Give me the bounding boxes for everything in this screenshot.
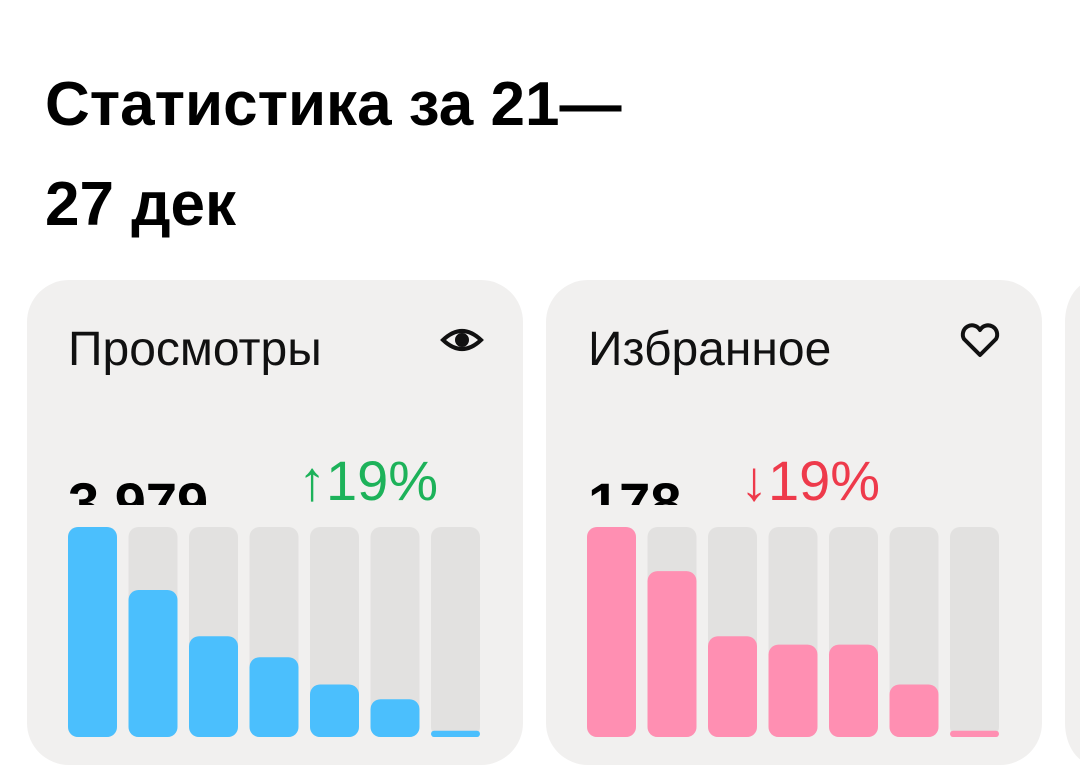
bar	[889, 684, 939, 737]
bar	[768, 644, 818, 737]
card-value: 178	[588, 471, 681, 534]
bar	[950, 730, 999, 737]
card[interactable]	[1065, 280, 1080, 765]
card-value: 3 979	[68, 471, 208, 534]
bar	[587, 527, 636, 737]
title: Статистика за 21—	[45, 70, 621, 139]
card-change: ↓19%	[740, 449, 880, 512]
card-change: ↑19%	[298, 449, 438, 512]
heart-icon	[960, 323, 1000, 357]
eye-icon	[440, 329, 484, 351]
bar-track	[370, 527, 420, 737]
bar-track	[950, 527, 999, 737]
card-title: Просмотры	[68, 323, 322, 376]
bar	[647, 571, 697, 737]
bar	[189, 636, 238, 737]
bar	[68, 527, 117, 737]
bar	[708, 636, 757, 737]
bar-track	[431, 527, 480, 737]
bar	[310, 684, 359, 737]
title: 27 дек	[45, 170, 237, 239]
bar	[370, 699, 420, 737]
bar	[829, 644, 878, 737]
bar	[128, 590, 178, 737]
card-title: Избранное	[588, 323, 831, 376]
bar	[431, 730, 480, 737]
bar	[249, 657, 299, 737]
